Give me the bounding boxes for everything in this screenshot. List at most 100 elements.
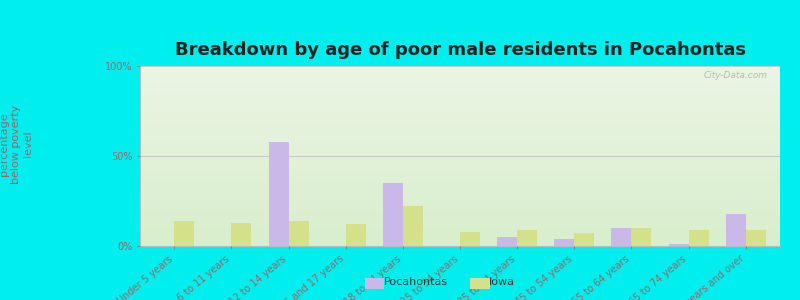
Bar [140,197,780,198]
Bar [140,176,780,177]
Bar [140,180,780,181]
Bar [140,211,780,212]
Bar [689,230,709,246]
Bar [140,87,780,88]
Bar [140,86,780,87]
Bar [140,203,780,204]
Bar [460,232,480,246]
Bar [140,77,780,78]
Bar [140,115,780,116]
Bar [140,131,780,132]
Bar [140,169,780,170]
Bar [140,224,780,225]
Bar [140,222,780,223]
Bar [140,155,780,156]
Bar [231,223,251,246]
Bar [140,81,780,82]
Bar [140,165,780,166]
Bar [140,111,780,112]
Bar [140,107,780,108]
Bar [140,193,780,194]
Bar [140,126,780,127]
Bar [140,206,780,207]
Bar [140,232,780,233]
Bar [140,142,780,143]
Bar [140,208,780,209]
Bar [140,184,780,185]
Bar [140,118,780,119]
Bar [140,189,780,190]
Bar [140,162,780,163]
Bar [140,84,780,85]
Bar [269,142,289,246]
Bar [140,181,780,182]
Bar [140,139,780,140]
Bar [140,120,780,121]
Bar [140,171,780,172]
Bar [140,113,780,114]
Bar [140,157,780,158]
Bar [140,75,780,76]
Bar [631,228,651,246]
Bar [140,125,780,126]
Bar [289,221,309,246]
Bar [140,119,780,120]
Bar [140,190,780,191]
Bar [140,219,780,220]
Bar [140,167,780,168]
Bar [140,227,780,228]
Bar [140,136,780,137]
Bar [140,102,780,103]
Text: percentage
below poverty
level: percentage below poverty level [0,104,33,184]
Bar [140,108,780,109]
Bar [140,94,780,95]
Bar [140,199,780,200]
Bar [140,230,780,231]
Bar [140,97,780,98]
Bar [140,88,780,89]
Bar [140,82,780,83]
Legend: Pocahontas, Iowa: Pocahontas, Iowa [361,272,519,291]
Bar [140,179,780,180]
Bar [140,74,780,75]
Bar [140,90,780,91]
Bar [140,149,780,150]
Bar [140,66,780,67]
Bar [140,134,780,135]
Bar [140,183,780,184]
Bar [140,233,780,234]
Bar [140,122,780,123]
Bar [140,70,780,71]
Bar [140,127,780,128]
Text: City-Data.com: City-Data.com [703,71,767,80]
Bar [140,231,780,232]
Bar [140,137,780,138]
Bar [140,235,780,236]
Bar [140,124,780,125]
Bar [140,175,780,176]
Bar [140,121,780,122]
Bar [140,244,780,245]
Bar [140,152,780,153]
Bar [140,223,780,224]
Bar [140,213,780,214]
Bar [140,187,780,188]
Bar [140,112,780,113]
Bar [140,140,780,141]
Bar [140,177,780,178]
Bar [140,69,780,70]
Bar [140,160,780,161]
Bar [140,114,780,115]
Bar [140,91,780,92]
Bar [140,132,780,133]
Bar [140,133,780,134]
Bar [140,198,780,199]
Bar [140,79,780,80]
Bar [403,206,423,246]
Bar [140,204,780,205]
Bar [140,123,780,124]
Bar [140,154,780,155]
Bar [140,130,780,131]
Bar [140,201,780,202]
Bar [140,178,780,179]
